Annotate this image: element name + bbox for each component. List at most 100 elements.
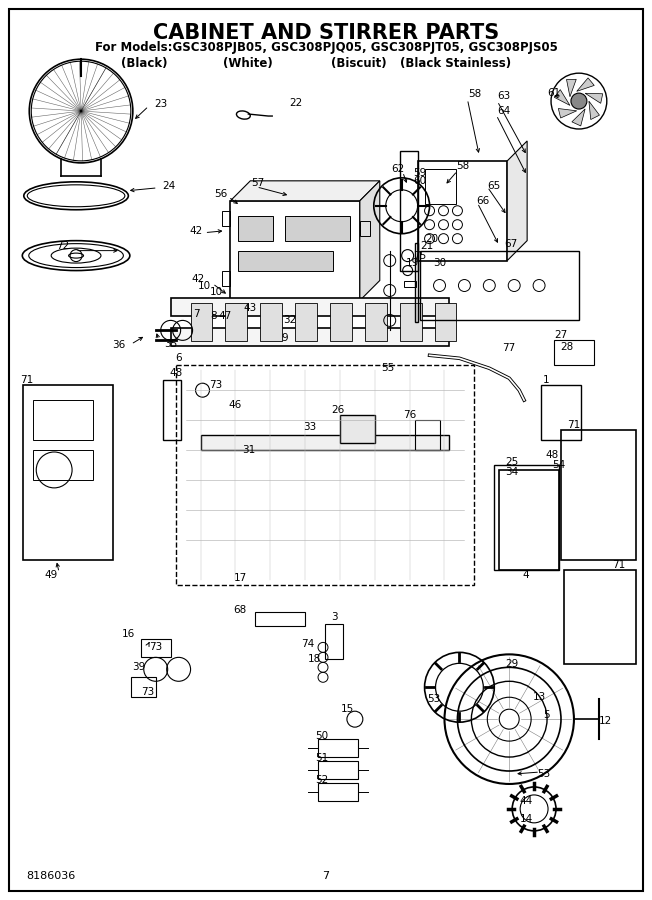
Text: 73: 73	[209, 380, 222, 391]
Text: 68: 68	[233, 605, 247, 615]
Text: 7: 7	[193, 310, 200, 320]
Text: 35: 35	[164, 339, 177, 349]
Text: 73: 73	[141, 688, 155, 698]
Text: (Black Stainless): (Black Stainless)	[400, 58, 511, 70]
Text: 57: 57	[252, 178, 265, 188]
Text: 1: 1	[542, 375, 550, 385]
Bar	[33, 400, 93, 440]
Bar	[499, 470, 559, 570]
Text: 56: 56	[214, 189, 227, 199]
Bar	[415, 420, 439, 450]
Bar	[400, 151, 418, 271]
Polygon shape	[554, 90, 570, 105]
Text: 4: 4	[523, 570, 529, 580]
Text: 10: 10	[210, 287, 223, 298]
Text: 15: 15	[341, 704, 355, 715]
Bar	[325, 625, 343, 660]
Text: 13: 13	[533, 692, 546, 702]
Bar	[226, 303, 247, 341]
Text: 72: 72	[57, 240, 70, 250]
Text: 58: 58	[467, 89, 481, 99]
Bar	[239, 216, 273, 240]
Text: 22: 22	[289, 98, 303, 108]
Text: 58: 58	[456, 161, 469, 171]
Polygon shape	[577, 78, 594, 92]
Bar	[260, 303, 282, 341]
Text: 27: 27	[554, 330, 568, 340]
Bar	[494, 465, 559, 570]
Bar	[222, 271, 230, 285]
Text: 30: 30	[433, 257, 446, 267]
Text: 61: 61	[548, 88, 561, 98]
Polygon shape	[360, 181, 379, 301]
Bar	[239, 250, 333, 271]
Text: 49: 49	[44, 570, 58, 580]
Bar	[201, 435, 449, 450]
Text: 23: 23	[154, 99, 168, 109]
Text: 52: 52	[316, 775, 329, 785]
Text: CABINET AND STIRRER PARTS: CABINET AND STIRRER PARTS	[153, 23, 499, 43]
Text: 42: 42	[192, 274, 205, 284]
Bar	[318, 739, 358, 757]
Text: 62: 62	[391, 164, 404, 174]
Text: 47: 47	[219, 311, 232, 321]
Bar	[404, 281, 415, 286]
Text: 73: 73	[149, 643, 162, 652]
Polygon shape	[230, 181, 379, 201]
Bar	[33, 450, 93, 480]
Bar	[561, 430, 636, 560]
Bar	[420, 250, 579, 320]
Bar	[256, 611, 305, 626]
Bar	[23, 385, 113, 560]
Bar	[285, 216, 350, 240]
Text: 36: 36	[112, 340, 126, 350]
Bar	[175, 365, 475, 585]
Text: 17: 17	[233, 572, 247, 582]
Text: 53: 53	[427, 694, 440, 704]
Text: 24: 24	[162, 181, 175, 191]
Text: 33: 33	[303, 422, 317, 432]
Text: 64: 64	[497, 106, 511, 116]
Text: (Black): (Black)	[121, 58, 168, 70]
Text: 60: 60	[413, 176, 426, 185]
Text: 43: 43	[244, 303, 257, 313]
Text: 51: 51	[316, 753, 329, 763]
Polygon shape	[507, 141, 527, 261]
Text: 6: 6	[175, 354, 182, 364]
Bar	[554, 340, 594, 365]
Text: 8186036: 8186036	[26, 870, 76, 881]
Bar	[415, 243, 418, 322]
Text: 21: 21	[420, 240, 433, 250]
Text: 44: 44	[520, 796, 533, 806]
Text: 54: 54	[552, 460, 566, 470]
Bar	[434, 303, 456, 341]
Text: 75: 75	[413, 250, 426, 261]
Polygon shape	[567, 79, 576, 97]
Bar	[541, 385, 581, 440]
Bar	[230, 201, 360, 301]
Polygon shape	[589, 101, 599, 120]
Bar	[318, 761, 358, 779]
Text: 34: 34	[505, 467, 519, 477]
Bar	[190, 303, 213, 341]
Text: 48: 48	[546, 450, 559, 460]
Text: 63: 63	[497, 91, 511, 101]
Text: (Biscuit): (Biscuit)	[331, 58, 386, 70]
Text: 32: 32	[284, 315, 297, 326]
Text: 77: 77	[503, 343, 516, 354]
Text: 19: 19	[406, 257, 419, 267]
Text: 5: 5	[542, 710, 550, 720]
Text: 8: 8	[210, 311, 217, 321]
Text: 53: 53	[537, 769, 551, 779]
Text: (White): (White)	[223, 58, 273, 70]
Text: 59: 59	[413, 168, 426, 178]
Polygon shape	[572, 109, 585, 126]
Text: 29: 29	[505, 660, 519, 670]
Bar	[318, 783, 358, 801]
Text: 7: 7	[323, 870, 329, 881]
Text: 71: 71	[612, 560, 625, 570]
Text: 39: 39	[132, 662, 145, 672]
Text: For Models:GSC308PJB05, GSC308PJQ05, GSC308PJT05, GSC308PJS05: For Models:GSC308PJB05, GSC308PJQ05, GSC…	[95, 41, 557, 54]
Polygon shape	[558, 109, 577, 118]
Text: 76: 76	[403, 410, 416, 420]
